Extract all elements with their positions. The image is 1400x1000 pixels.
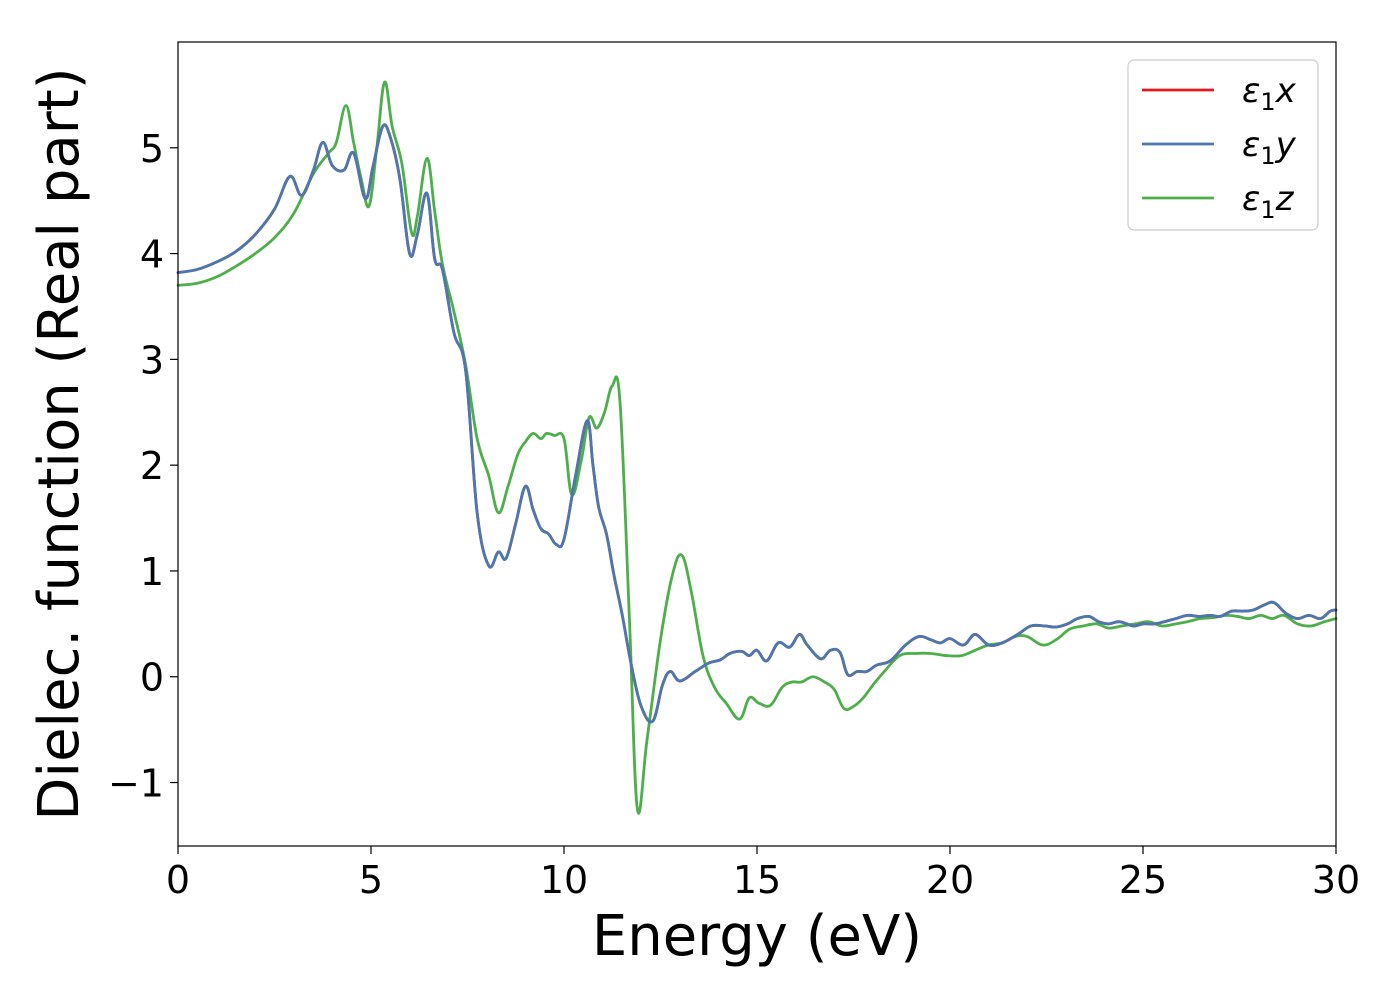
series-line-y [176, 123, 1338, 724]
x-tick-label: 30 [1312, 858, 1360, 902]
x-tick-label: 5 [359, 858, 383, 902]
legend-label-y: ε1y [1242, 125, 1297, 170]
x-tick-label: 20 [926, 858, 974, 902]
x-tick-label: 25 [1119, 858, 1167, 902]
legend-label-z: ε1z [1242, 179, 1295, 224]
y-tick-label: 4 [140, 233, 164, 277]
x-tick-label: 15 [733, 858, 781, 902]
y-tick-label: 2 [140, 444, 164, 488]
x-tick-label: 10 [540, 858, 588, 902]
y-axis-title: Dielec. function (Real part) [27, 67, 92, 820]
y-tick-label: 3 [140, 338, 164, 382]
x-axis-title: Energy (eV) [592, 904, 922, 969]
legend-label-x: ε1x [1242, 71, 1297, 116]
y-tick-label: 0 [140, 656, 164, 700]
y-tick-label: 5 [140, 127, 164, 171]
y-tick-label: −1 [108, 762, 164, 806]
x-axis: 0 5 10 15 20 25 30 [166, 846, 1360, 902]
series-line-z [176, 80, 1338, 815]
series-layer [176, 80, 1338, 815]
legend-box [1127, 59, 1319, 231]
y-axis: −1 0 1 2 3 4 5 [108, 127, 178, 806]
x-tick-label: 0 [166, 858, 190, 902]
legend: ε1x ε1y ε1z [1127, 59, 1319, 231]
y-tick-label: 1 [140, 550, 164, 594]
